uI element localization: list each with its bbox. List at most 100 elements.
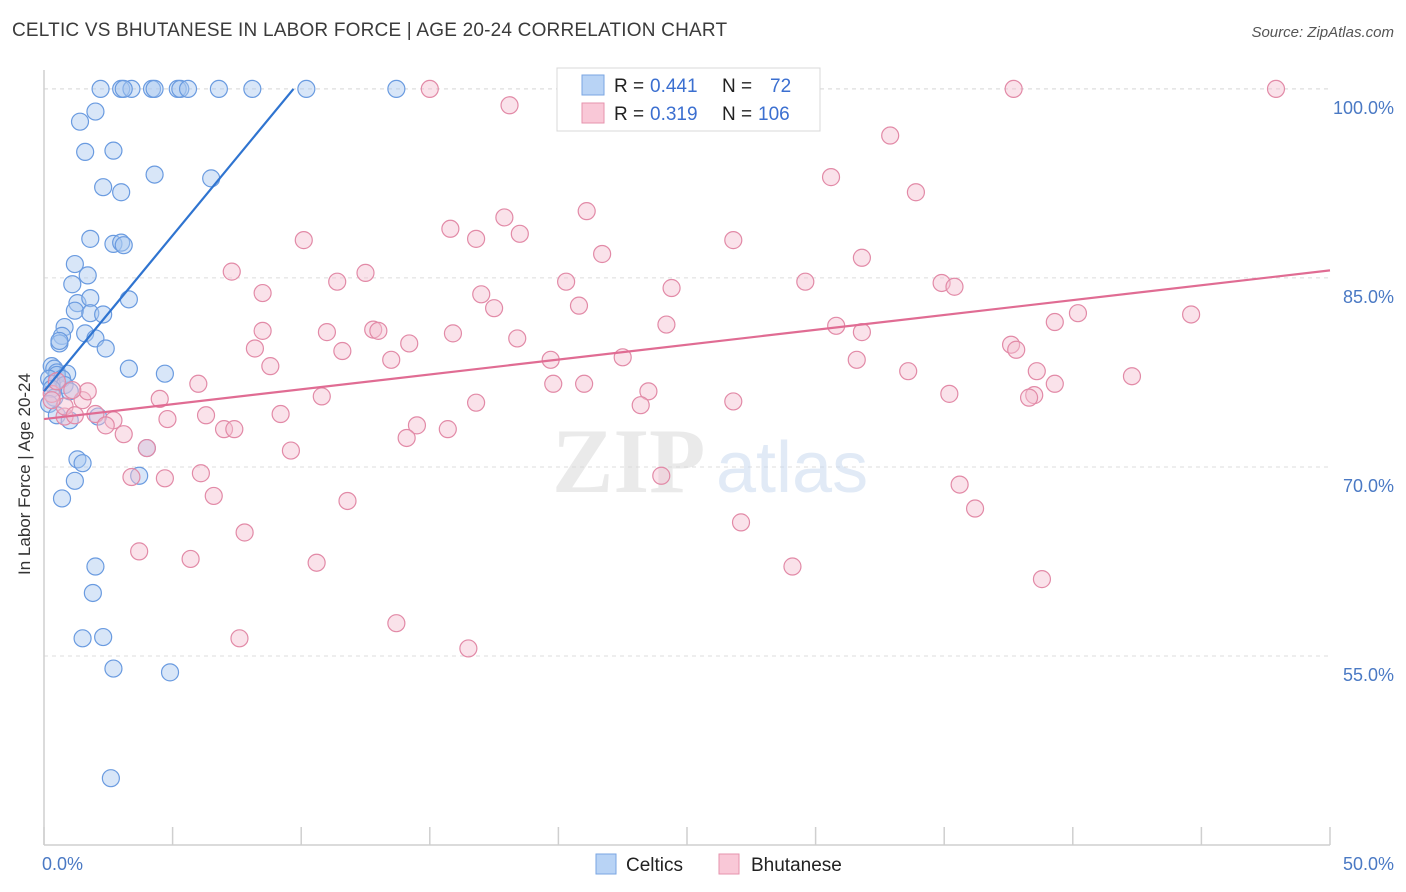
point-1-48 (382, 350, 401, 369)
point-0-62 (130, 466, 149, 485)
point-1-34 (369, 321, 388, 340)
point-1-77 (397, 428, 416, 448)
point-1-85 (63, 380, 82, 400)
point-0-9 (209, 79, 228, 99)
point-1-72 (158, 409, 177, 429)
point-1-76 (114, 425, 133, 444)
trend-line-1 (43, 269, 1331, 421)
point-0-3 (114, 79, 133, 99)
point-1-64 (631, 396, 650, 415)
point-1-18 (328, 272, 347, 291)
point-1-97 (731, 513, 751, 532)
point-1-26 (569, 296, 589, 315)
point-0-26 (78, 266, 97, 285)
point-1-86 (47, 372, 66, 391)
point-1-66 (1019, 388, 1039, 407)
source-credit: Source: ZipAtlas.com (1251, 24, 1394, 41)
point-1-70 (407, 416, 427, 435)
bhutanese-n-value: 106 (758, 104, 790, 125)
bhutanese-r-label: R = (614, 104, 644, 125)
point-1-22 (945, 277, 964, 296)
point-0-51 (119, 359, 138, 378)
data-points (40, 79, 1286, 788)
point-1-105 (230, 629, 249, 648)
point-0-33 (94, 305, 113, 324)
point-1-89 (191, 464, 210, 483)
point-0-61 (73, 454, 92, 473)
point-1-74 (214, 420, 234, 439)
point-0-30 (119, 290, 138, 309)
celtics-r-label: R = (614, 76, 644, 97)
x-tick-label-min: 0.0% (42, 854, 83, 874)
point-1-27 (485, 299, 504, 318)
x-tick-label-max: 50.0% (1343, 854, 1394, 874)
point-1-57 (639, 382, 658, 401)
point-1-56 (575, 374, 594, 393)
point-1-71 (438, 420, 457, 439)
point-1-6 (906, 183, 926, 202)
series-legend: Celtics Bhutanese (595, 853, 842, 876)
point-1-14 (593, 244, 612, 264)
y-tick-label-2: 85.0% (1343, 287, 1394, 307)
point-1-4 (881, 126, 900, 145)
point-1-93 (950, 475, 969, 494)
point-0-32 (81, 304, 100, 323)
celtics-r-value: 0.441 (650, 76, 698, 97)
point-1-62 (150, 389, 169, 409)
point-1-92 (652, 466, 671, 485)
y-tick-label-1: 70.0% (1343, 476, 1394, 496)
point-1-53 (312, 387, 331, 406)
point-1-54 (189, 374, 208, 393)
point-0-14 (86, 102, 105, 121)
point-0-24 (114, 236, 133, 255)
legend-bhutanese-swatch (718, 853, 740, 875)
point-1-1 (1004, 79, 1023, 99)
y-axis-label: In Labor Force | Age 20-24 (15, 373, 34, 575)
legend-celtics-swatch (595, 853, 617, 875)
point-0-67 (73, 629, 92, 648)
point-1-29 (1182, 305, 1201, 324)
point-1-28 (1068, 304, 1088, 323)
point-1-43 (1001, 335, 1021, 354)
point-1-90 (122, 467, 141, 487)
point-1-80 (78, 382, 97, 401)
point-0-27 (63, 275, 82, 294)
point-1-30 (1045, 312, 1064, 332)
point-0-8 (178, 79, 198, 99)
point-0-23 (112, 233, 131, 252)
point-1-2 (1266, 79, 1286, 99)
point-1-65 (724, 392, 743, 411)
point-1-51 (1027, 362, 1046, 381)
point-1-78 (137, 438, 156, 458)
point-0-70 (160, 663, 180, 682)
point-0-7 (171, 79, 190, 99)
point-0-29 (81, 288, 100, 308)
point-0-25 (65, 254, 84, 274)
point-0-66 (83, 583, 102, 603)
point-1-11 (466, 229, 486, 248)
point-1-96 (965, 499, 985, 518)
point-1-50 (899, 362, 918, 381)
zipatlas-watermark: ZIP atlas (552, 410, 868, 512)
point-1-47 (847, 350, 866, 369)
point-1-16 (222, 262, 241, 281)
point-1-68 (196, 406, 216, 425)
svg-text:atlas: atlas (716, 428, 868, 508)
legend-bhutanese-label: Bhutanese (751, 855, 842, 876)
point-1-106 (459, 639, 478, 658)
point-1-31 (253, 321, 272, 340)
point-1-91 (155, 469, 174, 488)
point-0-52 (155, 364, 174, 383)
point-1-17 (356, 263, 375, 282)
point-1-15 (852, 248, 871, 267)
point-1-99 (130, 542, 149, 561)
point-1-25 (253, 283, 272, 303)
point-1-24 (472, 285, 491, 304)
series-1-points (42, 79, 1286, 658)
point-1-41 (333, 341, 352, 361)
point-1-19 (557, 272, 576, 291)
point-0-19 (94, 178, 113, 197)
point-1-20 (796, 272, 815, 291)
point-1-103 (1032, 570, 1052, 589)
point-1-100 (181, 549, 200, 569)
